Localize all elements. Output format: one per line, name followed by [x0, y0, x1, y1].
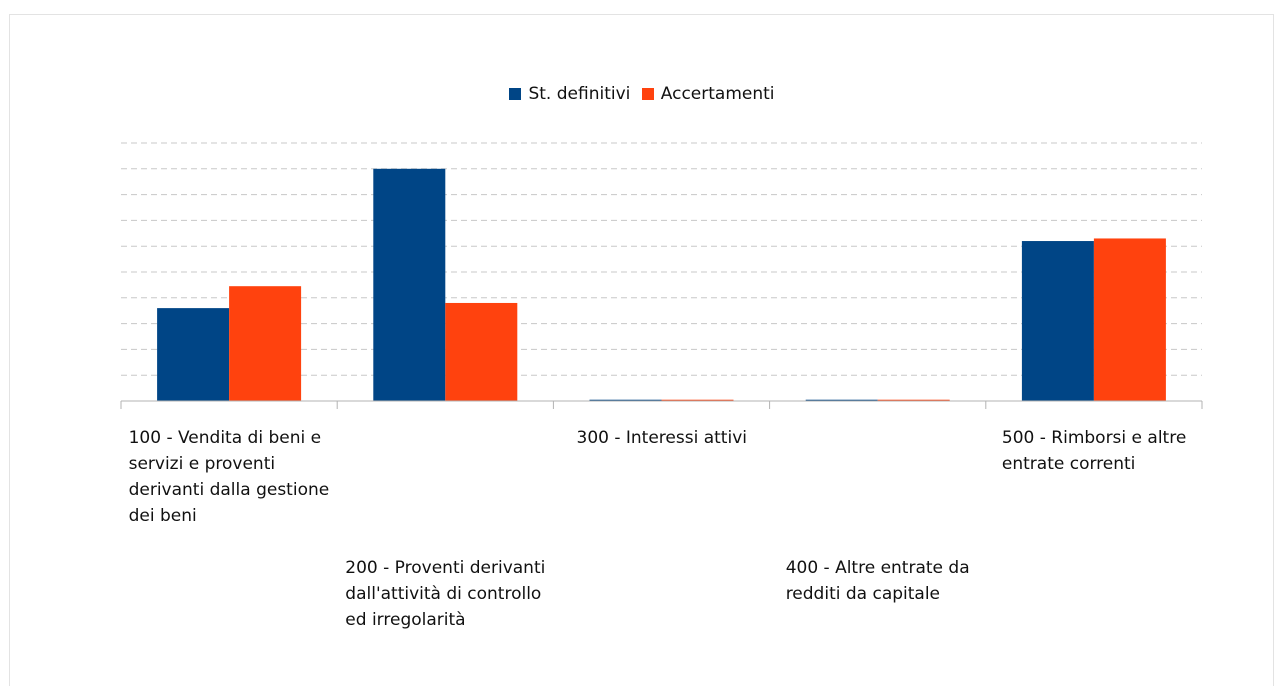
- legend-item-st-definitivi: St. definitivi: [509, 84, 630, 104]
- x-tick-label-line: dei beni: [128, 506, 197, 526]
- bar-st-definitivi-5: [1021, 241, 1094, 401]
- x-tick-label-line: 500 - Rimborsi e altre: [1001, 428, 1187, 448]
- legend-label-st-definitivi: St. definitivi: [528, 84, 631, 104]
- x-tick-label-1: 100 - Vendita di beni e servizi e provent…: [129, 425, 330, 529]
- x-tick-label-line: 100 - Vendita di beni e: [128, 428, 322, 448]
- x-tick-label-3: 300 - Interessi attivi: [577, 425, 747, 451]
- legend-swatch-st-definitivi: [509, 88, 522, 100]
- legend-item-accertamenti: Accertamenti: [641, 84, 775, 104]
- x-tick-label-2: 200 - Proventi derivanti dall'attività di…: [345, 555, 545, 633]
- x-tick-label-line: derivanti dalla gestione: [128, 480, 330, 500]
- x-tick-label-line: ed irregolarità: [345, 610, 466, 630]
- bar-st-definitivi-3: [589, 399, 662, 401]
- chart-legend: St. definitivi Accertamenti: [0, 84, 1284, 105]
- bar-accertamenti-5: [1093, 238, 1166, 401]
- x-tick-label-line: dall'attività di controllo: [345, 584, 542, 604]
- x-tick-label-line: servizi e proventi: [128, 454, 276, 474]
- x-tick-label-4: 400 - Altre entrate da redditi da capital…: [786, 555, 970, 607]
- x-tick-label-5: 500 - Rimborsi e altre entrate correnti: [1002, 425, 1186, 477]
- legend-label-accertamenti: Accertamenti: [660, 84, 775, 104]
- x-tick-label-line: 300 - Interessi attivi: [576, 428, 747, 448]
- x-tick-label-line: 200 - Proventi derivanti: [345, 558, 546, 578]
- x-tick-label-line: redditi da capitale: [785, 584, 941, 604]
- legend-swatch-accertamenti: [641, 88, 654, 100]
- bar-st-definitivi-2: [373, 168, 446, 401]
- bar-accertamenti-3: [661, 399, 734, 401]
- x-tick-label-line: 400 - Altre entrate da: [785, 558, 970, 578]
- bar-st-definitivi-1: [157, 308, 230, 401]
- bar-accertamenti-4: [877, 399, 950, 401]
- bar-accertamenti-2: [445, 302, 518, 401]
- bar-accertamenti-1: [229, 286, 302, 401]
- x-tick-label-line: entrate correnti: [1001, 454, 1136, 474]
- bar-st-definitivi-4: [805, 399, 878, 401]
